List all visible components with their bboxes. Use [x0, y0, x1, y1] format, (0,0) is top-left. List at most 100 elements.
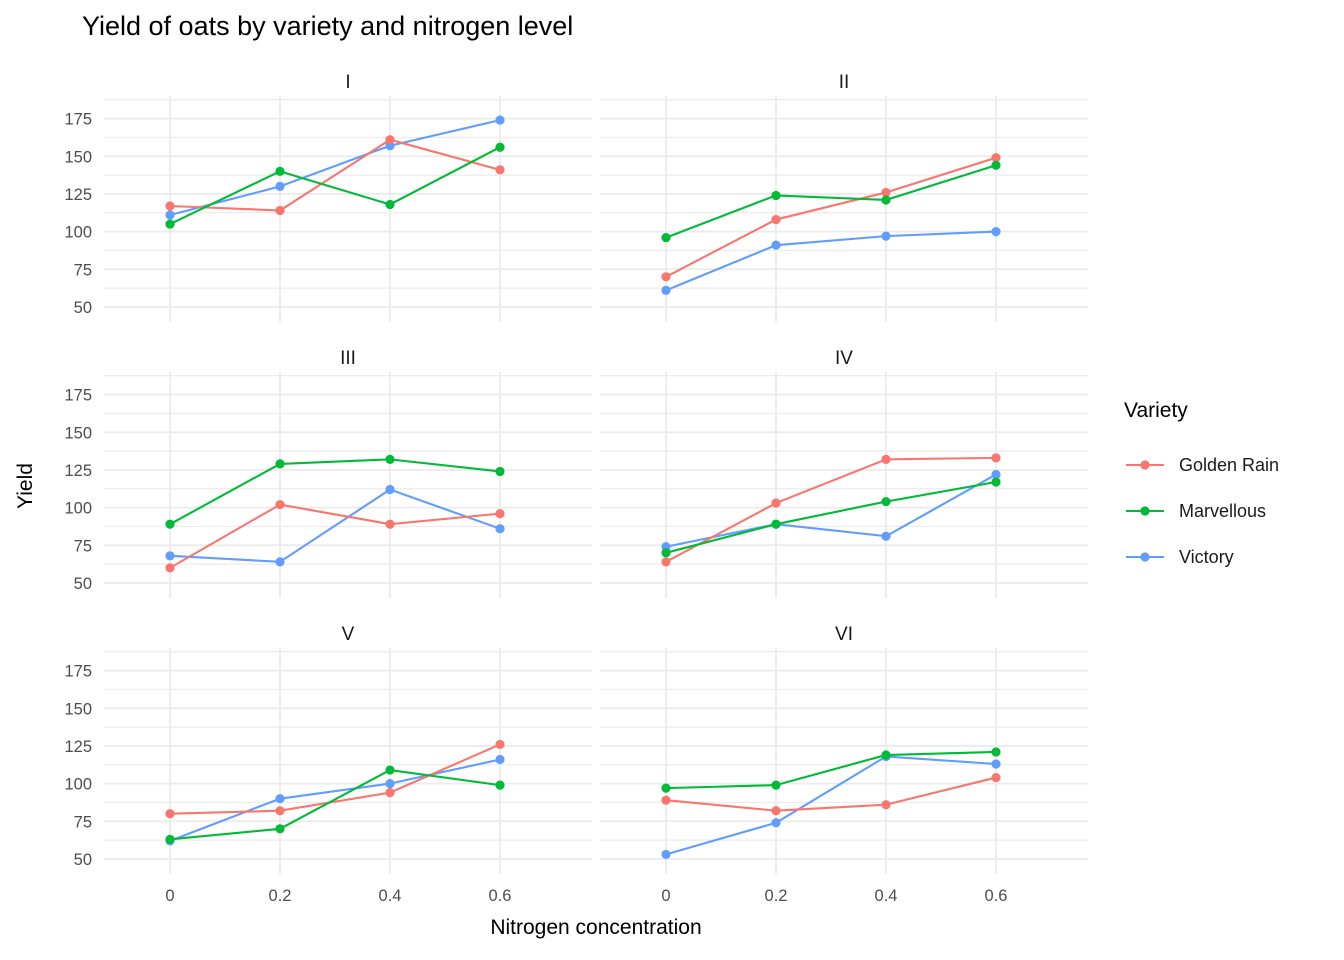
x-tick-label: 0.4	[875, 887, 898, 905]
legend-key-icon	[1126, 552, 1164, 562]
data-point-marvellous	[771, 519, 781, 529]
y-tick-label: 50	[74, 575, 92, 593]
series-line-golden-rain	[665, 156, 997, 278]
series-line-golden-rain	[665, 776, 997, 812]
facet-panel-V: V	[104, 624, 592, 874]
y-tick-label: 175	[64, 387, 92, 405]
y-tick-label: 50	[74, 299, 92, 317]
chart-title: Yield of oats by variety and nitrogen le…	[82, 11, 574, 41]
series-line-victory	[665, 473, 997, 548]
data-point-victory	[495, 115, 505, 125]
data-point-victory	[661, 285, 671, 295]
legend-title: Variety	[1124, 399, 1188, 422]
data-point-marvellous	[991, 160, 1001, 170]
y-tick-label: 125	[64, 738, 92, 756]
y-tick-label: 75	[74, 261, 92, 279]
data-point-victory	[495, 524, 505, 534]
x-tick-label: 0.6	[985, 887, 1008, 905]
data-point-golden-rain	[385, 788, 395, 798]
facet-panel-III: III	[104, 348, 592, 598]
facet-strip-IV: IV	[835, 348, 853, 369]
data-point-marvellous	[661, 548, 671, 558]
series-line-golden-rain	[169, 138, 501, 212]
series-line-marvellous	[169, 768, 501, 841]
data-point-victory	[881, 231, 891, 241]
data-point-marvellous	[661, 783, 671, 793]
data-point-golden-rain	[881, 187, 891, 198]
data-point-marvellous	[165, 219, 175, 229]
x-tick-label: 0.4	[379, 887, 402, 905]
data-point-marvellous	[495, 466, 505, 477]
data-point-golden-rain	[991, 153, 1001, 163]
data-point-victory	[385, 779, 395, 789]
series-line-victory	[169, 119, 501, 217]
data-point-golden-rain	[991, 772, 1001, 783]
legend-entry-label: Golden Rain	[1179, 454, 1280, 475]
legend-key-point	[1140, 460, 1150, 470]
data-point-marvellous	[275, 459, 285, 469]
series-line-marvellous	[169, 146, 501, 226]
data-point-marvellous	[385, 454, 395, 464]
y-tick-label: 100	[64, 776, 92, 794]
series-line-golden-rain	[169, 503, 501, 569]
x-tick-label: 0.2	[269, 887, 292, 905]
data-point-victory	[275, 794, 285, 804]
data-point-golden-rain	[275, 806, 285, 816]
x-tick-label: 0.6	[489, 887, 512, 905]
facet-strip-I: I	[345, 72, 350, 93]
legend-entries: Golden Rain Marvellous Victory	[1124, 442, 1340, 580]
y-tick-label: 50	[74, 851, 92, 869]
data-point-golden-rain	[275, 205, 285, 216]
y-tick-label: 175	[64, 663, 92, 681]
data-point-victory	[771, 818, 781, 828]
series-line-golden-rain	[665, 456, 997, 563]
data-point-victory	[991, 469, 1001, 480]
data-point-golden-rain	[165, 201, 175, 211]
series-line-victory	[169, 488, 501, 563]
legend-key-point	[1140, 552, 1150, 562]
data-point-victory	[385, 484, 395, 495]
data-point-golden-rain	[991, 453, 1001, 463]
data-point-marvellous	[771, 780, 781, 790]
data-point-victory	[495, 754, 505, 765]
series-line-marvellous	[665, 480, 997, 554]
x-axis-title: Nitrogen concentration	[490, 916, 702, 939]
x-tick-label: 0	[661, 887, 670, 905]
x-tick-label: 0	[165, 887, 174, 905]
data-point-marvellous	[771, 190, 781, 201]
data-point-victory	[991, 759, 1001, 769]
data-point-golden-rain	[771, 806, 781, 816]
data-point-marvellous	[991, 477, 1001, 487]
data-point-golden-rain	[661, 557, 671, 567]
series-line-marvellous	[169, 458, 501, 526]
data-point-marvellous	[881, 195, 891, 205]
series-line-golden-rain	[169, 743, 501, 815]
y-tick-label: 175	[64, 111, 92, 129]
y-tick-label: 125	[64, 462, 92, 480]
series-line-marvellous	[665, 164, 997, 239]
data-point-victory	[275, 181, 285, 191]
data-point-golden-rain	[495, 165, 505, 175]
x-tick-label: 0.2	[765, 887, 788, 905]
data-point-marvellous	[165, 519, 175, 529]
data-point-marvellous	[385, 765, 395, 775]
facet-panel-VI: VI	[600, 624, 1088, 874]
data-point-marvellous	[991, 747, 1001, 757]
data-point-golden-rain	[771, 498, 781, 508]
data-point-golden-rain	[385, 519, 395, 529]
legend-key-icon	[1126, 460, 1164, 470]
y-tick-label: 150	[64, 700, 92, 718]
data-point-victory	[991, 227, 1001, 237]
data-point-golden-rain	[385, 135, 395, 145]
data-point-marvellous	[275, 824, 285, 834]
data-point-golden-rain	[881, 454, 891, 464]
data-point-victory	[275, 557, 285, 567]
y-tick-label: 150	[64, 148, 92, 166]
series-line-victory	[665, 755, 997, 856]
y-tick-label: 125	[64, 186, 92, 204]
data-point-golden-rain	[275, 499, 285, 510]
facet-panel-I: I	[104, 72, 592, 322]
legend-entry-marvellous: Marvellous	[1124, 488, 1340, 534]
facet-panel-IV: IV	[600, 348, 1088, 598]
